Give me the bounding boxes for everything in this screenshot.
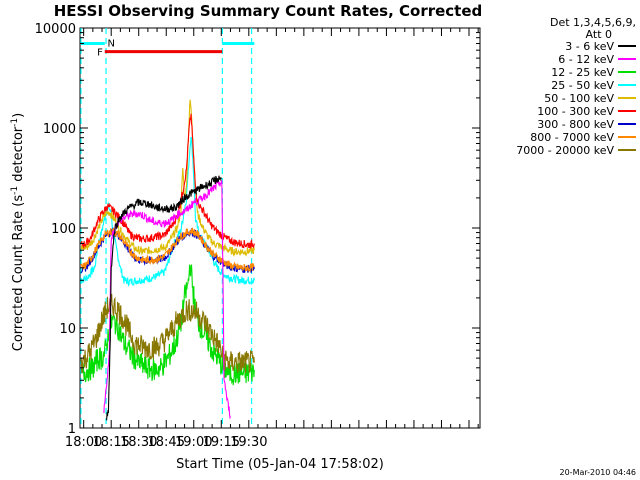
y-axis-label-end: ) [11,113,26,118]
y-tick-label: 1000 [43,122,76,137]
legend-header-line1: Det 1,3,4,5,6,9, [550,16,636,29]
y-tick-label: 10000 [35,22,76,37]
series-line [80,293,255,374]
series-line [103,179,231,420]
legend-label: 300 - 800 keV [537,118,614,131]
x-tick-label: 18:45 [148,435,185,450]
x-tick-label: 18:00 [65,435,102,450]
series-line [80,113,255,250]
series-line [106,175,222,421]
x-tick-label: 19:15 [203,435,240,450]
y-axis-label-sup2: -1 [10,118,20,127]
legend-label: 3 - 6 keV [565,40,614,53]
legend-label: 800 - 7000 keV [530,131,614,144]
legend-label: 100 - 300 keV [537,105,614,118]
y-axis-label: Corrected Count Rate (s-1 detector-1) [10,113,26,351]
x-tick-label: 18:30 [120,435,157,450]
x-axis-label: Start Time (05-Jan-04 17:58:02) [176,457,384,472]
legend-label: 6 - 12 keV [558,53,614,66]
series-line [80,99,255,258]
legend-header-line2: Att 0 [586,28,612,41]
legend-label: 25 - 50 keV [551,79,614,92]
y-axis: 1 10 100 1000 10000 [35,22,480,437]
plot-area: FN [79,27,481,429]
series-line [80,227,255,273]
y-tick-label: 100 [51,222,76,237]
chart-title: HESSI Observing Summary Count Rates, Cor… [54,2,483,20]
series-line [80,136,255,287]
flag-f-label: F [97,48,103,59]
x-tick-label: 19:30 [230,435,267,450]
y-axis-label-main: Corrected Count Rate (s [11,195,26,352]
y-tick-label: 10 [59,322,76,337]
y-tick-label: 1 [68,422,76,437]
legend-label: 7000 - 20000 keV [516,144,614,157]
y-axis-label-sup1: -1 [10,186,20,195]
y-axis-label-mid: detector [11,126,26,186]
timestamp-annotation: 20-Mar-2010 04:46 [560,468,637,477]
flag-n-label: N [108,38,115,49]
x-tick-label: 18:15 [92,435,129,450]
x-tick-label: 19:00 [175,435,212,450]
legend-label: 50 - 100 keV [544,92,614,105]
legend-label: 12 - 25 keV [551,66,614,79]
